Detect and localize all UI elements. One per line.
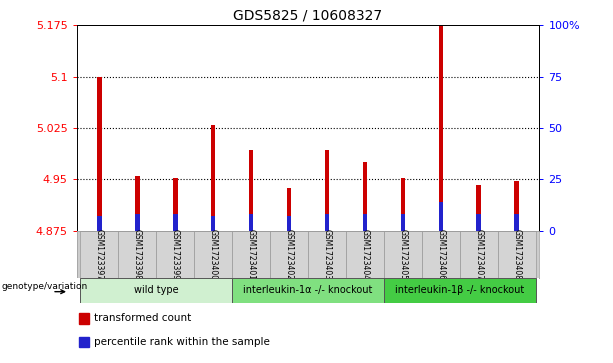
Text: GSM1723400: GSM1723400	[208, 229, 218, 280]
Bar	[249, 214, 253, 231]
Text: GSM1723404: GSM1723404	[360, 229, 370, 280]
Bar	[401, 214, 405, 231]
Text: GSM1723401: GSM1723401	[246, 229, 256, 280]
Bar	[97, 77, 102, 231]
Bar	[514, 214, 519, 231]
Bar	[173, 178, 178, 231]
Bar	[325, 150, 329, 231]
Bar	[363, 214, 367, 231]
Bar	[498, 231, 536, 278]
Bar	[80, 278, 232, 303]
Bar	[514, 181, 519, 231]
Bar	[401, 178, 405, 231]
Bar	[232, 231, 270, 278]
Bar	[308, 231, 346, 278]
Bar	[79, 337, 89, 347]
Bar	[384, 278, 536, 303]
Text: transformed count: transformed count	[94, 313, 192, 323]
Text: percentile rank within the sample: percentile rank within the sample	[94, 337, 270, 347]
Bar	[384, 231, 422, 278]
Text: wild type: wild type	[134, 285, 178, 295]
Text: GSM1723406: GSM1723406	[436, 229, 445, 280]
Bar	[97, 216, 102, 231]
Bar	[460, 231, 498, 278]
Text: GSM1723402: GSM1723402	[284, 229, 294, 280]
Bar	[194, 231, 232, 278]
Text: genotype/variation: genotype/variation	[1, 282, 88, 291]
Bar	[438, 202, 443, 231]
Bar	[232, 278, 384, 303]
Bar	[325, 214, 329, 231]
Bar	[211, 125, 216, 231]
Bar	[438, 25, 443, 231]
Bar	[156, 231, 194, 278]
Bar	[173, 214, 178, 231]
Bar	[135, 214, 140, 231]
Bar	[118, 231, 156, 278]
Bar	[476, 214, 481, 231]
Title: GDS5825 / 10608327: GDS5825 / 10608327	[234, 9, 383, 23]
Text: interleukin-1β -/- knockout: interleukin-1β -/- knockout	[395, 285, 524, 295]
Bar	[346, 231, 384, 278]
Bar	[270, 231, 308, 278]
Bar	[135, 176, 140, 231]
Text: GSM1723407: GSM1723407	[474, 229, 483, 280]
Bar	[287, 216, 291, 231]
Text: GSM1723408: GSM1723408	[512, 229, 521, 280]
Bar	[79, 313, 89, 324]
Text: GSM1723399: GSM1723399	[171, 229, 180, 280]
Bar	[211, 216, 216, 231]
Bar	[476, 185, 481, 231]
Text: interleukin-1α -/- knockout: interleukin-1α -/- knockout	[243, 285, 373, 295]
Text: GSM1723403: GSM1723403	[322, 229, 332, 280]
Bar	[422, 231, 460, 278]
Text: GSM1723405: GSM1723405	[398, 229, 408, 280]
Bar	[80, 231, 118, 278]
Bar	[363, 162, 367, 231]
Text: GSM1723398: GSM1723398	[133, 229, 142, 280]
Text: GSM1723397: GSM1723397	[95, 229, 104, 280]
Bar	[287, 188, 291, 231]
Bar	[249, 150, 253, 231]
